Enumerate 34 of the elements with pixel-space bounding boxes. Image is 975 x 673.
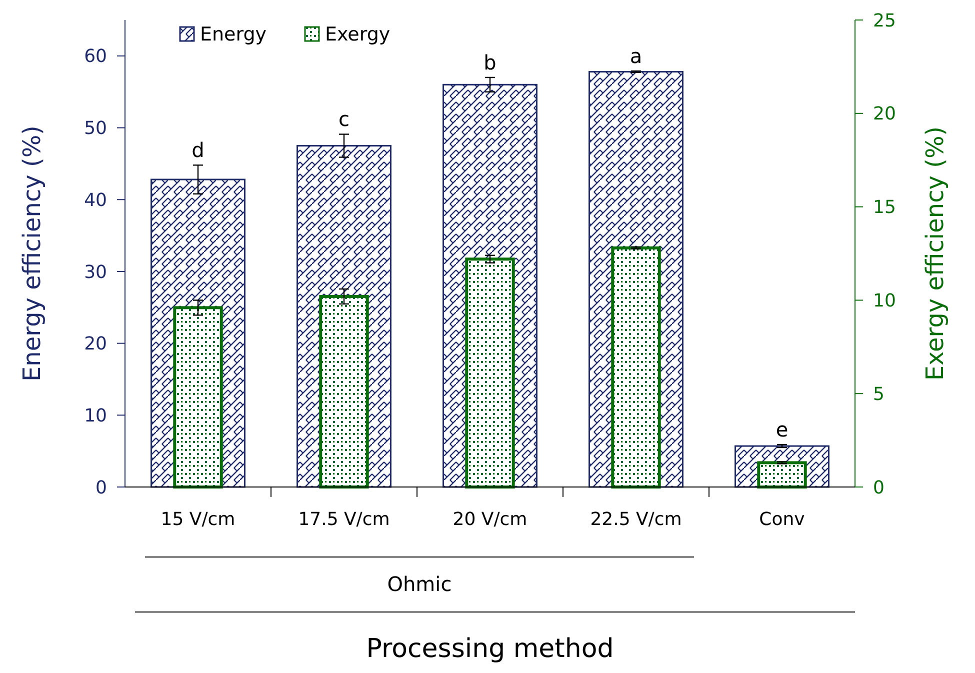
y-tick-label: 10 — [84, 405, 107, 426]
annotation: e — [776, 418, 788, 442]
bar — [757, 461, 807, 488]
annotation: a — [630, 44, 642, 68]
bar — [465, 258, 515, 488]
y-tick-label: 50 — [84, 118, 107, 140]
x-tick-label: Conv — [759, 509, 806, 530]
y-axis-title: Energy efficiency (%) — [18, 125, 46, 382]
annotation: b — [484, 50, 496, 74]
y2-tick-label: 0 — [873, 477, 884, 498]
x-tick-label: 22.5 V/cm — [590, 509, 682, 530]
annotation: c — [338, 107, 350, 132]
y2-tick-label: 10 — [873, 290, 896, 312]
text: Ohmic — [387, 572, 452, 596]
y2-tick-label: 20 — [873, 104, 896, 125]
y2-axis-title: Exergy efficiency (%) — [921, 126, 949, 381]
y-tick-label: 40 — [84, 190, 107, 211]
annotation: d — [192, 138, 204, 162]
bar — [611, 246, 661, 488]
y-tick-label: 0 — [96, 477, 107, 498]
x-axis-title: Processing method — [366, 634, 614, 664]
y-tick-label: 60 — [84, 46, 107, 68]
y-tick-label: 30 — [84, 262, 107, 283]
bar — [319, 294, 369, 488]
x-tick-label: 15 V/cm — [160, 509, 236, 530]
legend-label: Exergy — [325, 24, 390, 46]
y2-tick-label: 25 — [873, 10, 896, 32]
legend-label: Energy — [200, 24, 267, 46]
y-tick-label: 20 — [84, 334, 107, 355]
x-tick-label: 20 V/cm — [452, 509, 528, 530]
x-tick-label: 17.5 V/cm — [298, 509, 390, 530]
bar — [173, 306, 223, 488]
y2-tick-label: 15 — [873, 197, 896, 218]
y2-tick-label: 5 — [873, 384, 884, 405]
